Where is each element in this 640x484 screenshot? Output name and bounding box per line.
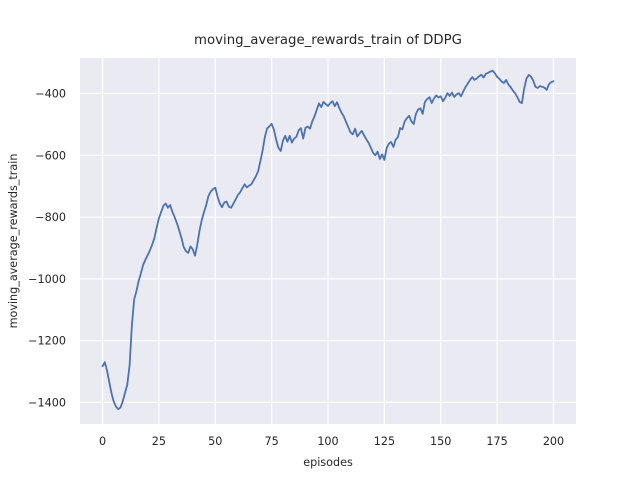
x-tick-label: 200 bbox=[543, 435, 564, 448]
y-axis-label: moving_average_rewards_train bbox=[7, 154, 20, 329]
x-tick-label: 0 bbox=[99, 435, 106, 448]
y-tick-label: −1400 bbox=[28, 396, 66, 409]
x-tick-label: 100 bbox=[317, 435, 338, 448]
y-tick-labels: −400 −600 −800 −1000 −1200 −1400 bbox=[28, 88, 66, 410]
x-tick-label: 50 bbox=[208, 435, 222, 448]
x-tick-labels: 0 25 50 75 100 125 150 175 200 bbox=[99, 435, 564, 448]
y-tick-label: −600 bbox=[35, 149, 66, 162]
x-tick-label: 150 bbox=[430, 435, 451, 448]
chart-title: moving_average_rewards_train of DDPG bbox=[194, 33, 462, 48]
x-axis-label: episodes bbox=[303, 456, 353, 469]
x-tick-label: 175 bbox=[486, 435, 507, 448]
data-line bbox=[101, 69, 555, 411]
y-tick-label: −1200 bbox=[28, 335, 66, 348]
x-tick-label: 75 bbox=[264, 435, 278, 448]
y-tick-label: −400 bbox=[35, 88, 66, 101]
x-tick-label: 25 bbox=[152, 435, 166, 448]
y-tick-label: −1000 bbox=[28, 273, 66, 286]
y-tick-label: −800 bbox=[35, 211, 66, 224]
gridlines bbox=[80, 58, 576, 424]
x-tick-label: 125 bbox=[374, 435, 395, 448]
